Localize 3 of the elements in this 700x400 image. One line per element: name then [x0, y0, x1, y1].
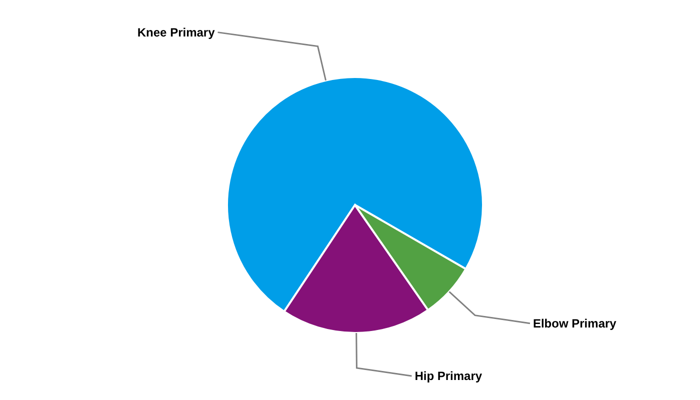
- slice-label: Hip Primary: [414, 368, 482, 383]
- slice-label: Knee Primary: [137, 25, 216, 40]
- slice-label: Elbow Primary: [532, 316, 617, 330]
